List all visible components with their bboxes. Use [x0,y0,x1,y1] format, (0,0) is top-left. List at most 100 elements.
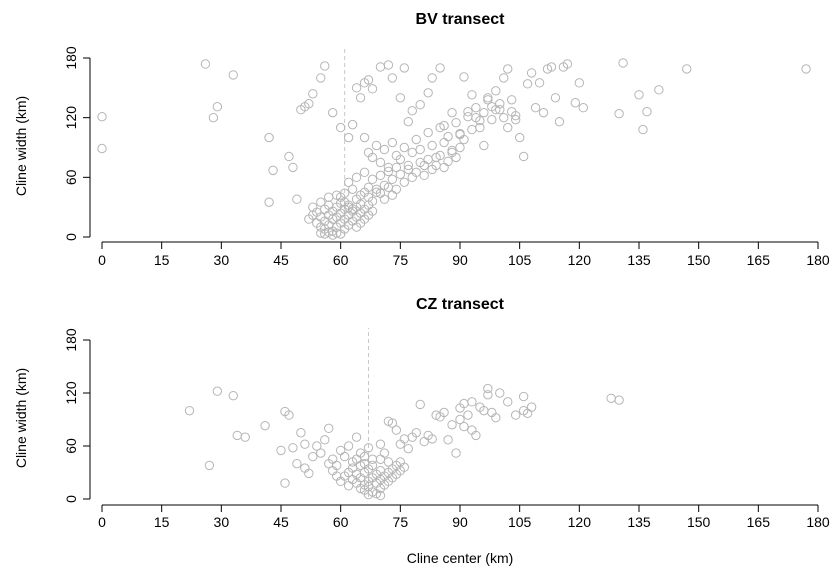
data-point [324,458,334,469]
data-point [331,228,342,238]
data-point [343,177,354,188]
data-point [467,90,477,100]
data-point [479,107,489,118]
data-point [308,202,318,212]
x-tick-label: 135 [627,252,651,268]
data-point [507,95,517,105]
data-point [526,402,537,412]
data-point [415,144,425,155]
data-point [232,430,242,441]
x-tick-label: 120 [568,514,592,530]
data-point [427,73,437,83]
data-point [316,448,326,458]
data-point [399,63,410,73]
y-tick-label: 120 [63,381,79,405]
data-point [435,63,445,73]
x-tick-label: 60 [333,514,349,530]
x-tick-label: 150 [687,252,711,268]
data-point [447,420,457,430]
y-tick-label: 0 [63,495,79,503]
data-point [451,117,461,128]
data-point [375,454,386,464]
data-point [379,144,390,155]
data-point [403,164,413,175]
data-point [514,132,525,143]
data-point [455,142,465,153]
data-point [395,169,406,180]
data-point [284,410,294,420]
data-point [316,73,326,83]
data-point [367,206,378,216]
x-axis-label: Cline center (km) [407,550,514,566]
x-tick-label: 0 [98,514,106,530]
data-point [554,116,565,127]
data-point [534,78,545,88]
plot-area: 0 15 30 45 60 75 90 105 120 135 150 165 180 0 60 120 180 [63,328,830,530]
data-point [300,439,310,449]
data-point [308,451,318,462]
data-point [240,432,250,442]
data-point [212,386,223,396]
data-point [475,115,485,126]
data-point [510,114,521,125]
data-point [483,93,493,103]
data-point [324,192,334,202]
data-point [347,184,358,194]
x-tick-label: 45 [273,252,289,268]
data-point [296,428,306,438]
data-point [184,405,195,416]
data-point [467,124,477,135]
x-tick-label: 180 [806,514,830,530]
y-tick-label: 60 [63,438,79,454]
data-point [471,103,481,113]
data-point [359,451,370,462]
data-point [276,445,286,456]
data-point [391,162,402,173]
data-point [443,131,453,142]
data-point [491,413,501,423]
data-point [351,172,362,183]
data-point [320,61,330,71]
y-axis-label: Cline width (km) [13,96,29,196]
data-point [451,152,461,163]
data-point [97,143,107,154]
y-tick-label: 60 [63,169,79,185]
data-point [328,107,338,118]
data-point [324,423,334,434]
data-point [403,443,413,454]
data-point [463,111,473,122]
data-point [375,157,386,168]
data-point [634,90,644,100]
data-point [367,84,378,94]
data-point [411,134,421,145]
data-point [379,194,390,204]
data-point [415,399,425,410]
x-tick-label: 90 [452,252,468,268]
data-point [379,448,390,458]
data-point [455,414,465,425]
data-point [503,397,513,407]
data-point [403,116,413,127]
data-point [383,166,394,177]
data-point [471,430,481,441]
data-point [395,93,406,103]
data-point [443,156,453,167]
data-point [204,460,215,471]
data-point [447,107,457,118]
data-point [339,188,350,198]
data-point [459,72,469,82]
data-point [614,108,624,119]
data-point [339,451,350,462]
data-point [375,439,386,449]
data-point [407,106,417,116]
data-point [483,390,493,400]
data-point [467,397,477,407]
data-point [443,435,453,445]
data-point [399,462,410,472]
data-point [308,89,318,99]
data-point [304,468,314,479]
x-tick-label: 120 [568,252,592,268]
x-tick-label: 105 [508,514,532,530]
data-point [387,190,398,200]
data-point [499,73,509,83]
